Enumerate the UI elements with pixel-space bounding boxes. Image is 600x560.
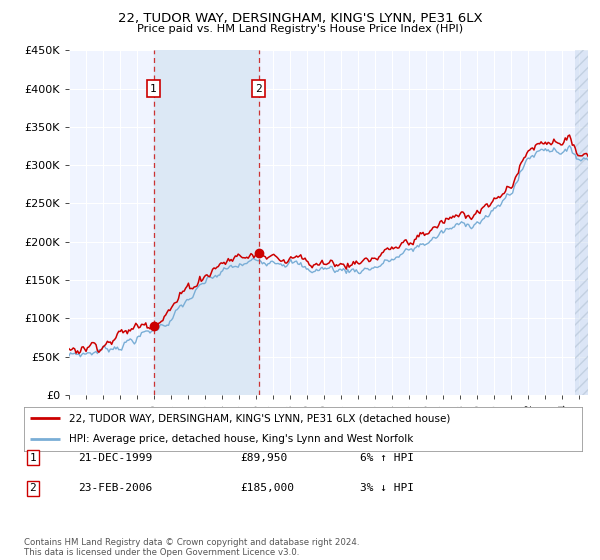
Text: £89,950: £89,950 <box>240 452 287 463</box>
Text: 23-FEB-2006: 23-FEB-2006 <box>78 483 152 493</box>
Text: 3% ↓ HPI: 3% ↓ HPI <box>360 483 414 493</box>
Bar <box>154 50 259 395</box>
Text: 2: 2 <box>255 83 262 94</box>
Text: £185,000: £185,000 <box>240 483 294 493</box>
Text: 1: 1 <box>150 83 157 94</box>
Text: 22, TUDOR WAY, DERSINGHAM, KING'S LYNN, PE31 6LX: 22, TUDOR WAY, DERSINGHAM, KING'S LYNN, … <box>118 12 482 25</box>
Text: 6% ↑ HPI: 6% ↑ HPI <box>360 452 414 463</box>
Text: Contains HM Land Registry data © Crown copyright and database right 2024.
This d: Contains HM Land Registry data © Crown c… <box>24 538 359 557</box>
Text: 22, TUDOR WAY, DERSINGHAM, KING'S LYNN, PE31 6LX (detached house): 22, TUDOR WAY, DERSINGHAM, KING'S LYNN, … <box>68 413 450 423</box>
Text: Price paid vs. HM Land Registry's House Price Index (HPI): Price paid vs. HM Land Registry's House … <box>137 24 463 34</box>
Bar <box>575 50 588 395</box>
Text: 21-DEC-1999: 21-DEC-1999 <box>78 452 152 463</box>
Bar <box>575 50 588 395</box>
Text: 2: 2 <box>29 483 37 493</box>
Text: HPI: Average price, detached house, King's Lynn and West Norfolk: HPI: Average price, detached house, King… <box>68 433 413 444</box>
Text: 1: 1 <box>29 452 37 463</box>
